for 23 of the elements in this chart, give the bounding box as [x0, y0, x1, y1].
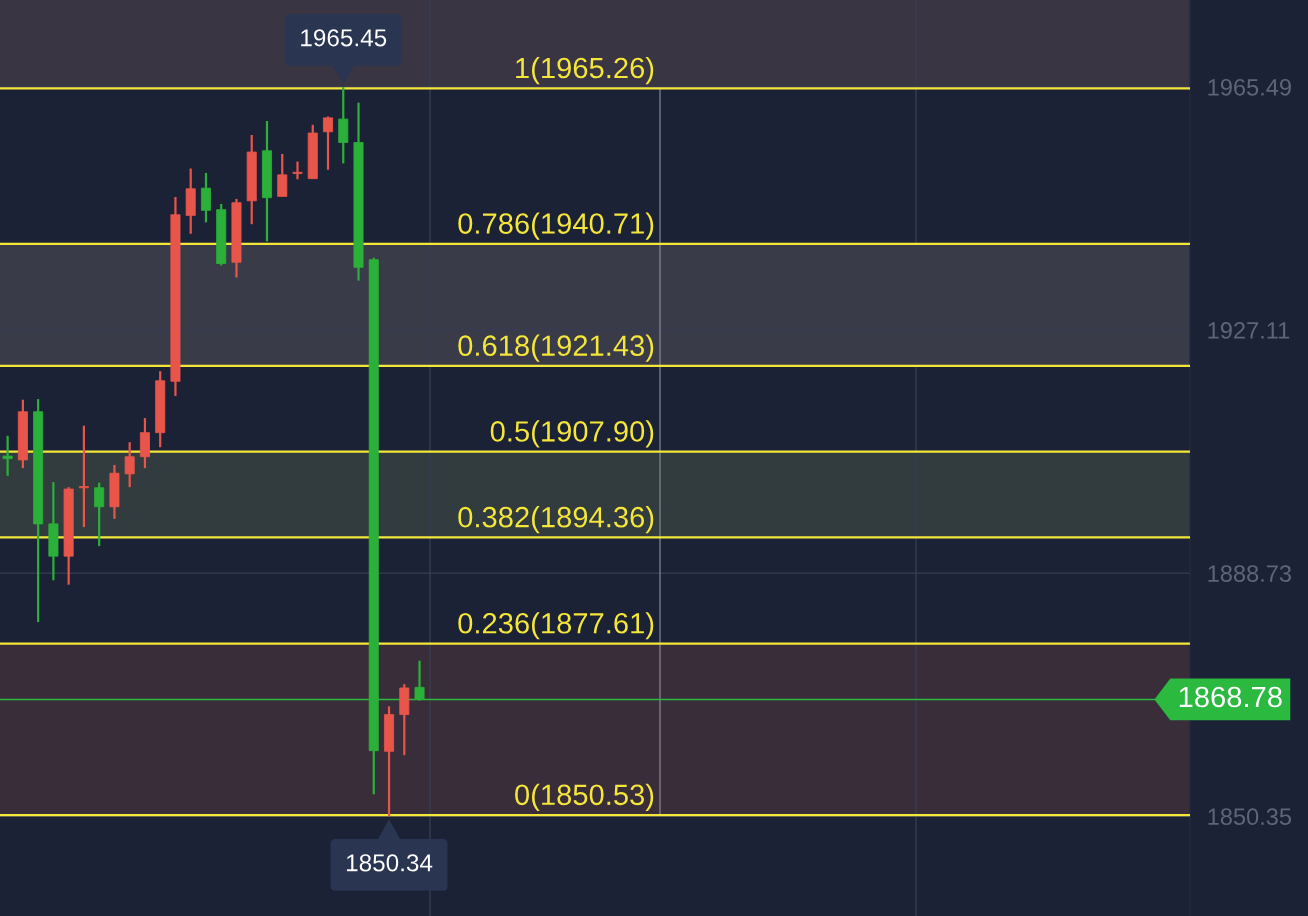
- annotation: 1965.45: [301, 29, 387, 47]
- ref-line-label: 1(1965.26): [516, 56, 654, 85]
- ref-line-label: 0(1850.53): [515, 783, 654, 811]
- ref-line-label: 0.382(1894.36): [458, 506, 654, 534]
- y-tick-label: 1888.73: [1208, 565, 1291, 582]
- candlestick: [338, 85, 349, 165]
- ref-line-label: 0.618(1921.43): [458, 334, 654, 362]
- candlestick: [277, 152, 288, 198]
- candlestick: [78, 424, 89, 529]
- y-tick-label: 1965.49: [1208, 78, 1291, 96]
- ref-line-label: 0.786(1940.71): [458, 212, 654, 240]
- candlestick: [94, 481, 105, 548]
- candlestick: [292, 160, 303, 181]
- ref-line-label: 0.236(1877.61): [458, 612, 654, 640]
- candlestick: [323, 115, 334, 171]
- ref-line-label: 1868.78: [1179, 686, 1282, 708]
- y-tick-label: 1927.11: [1208, 322, 1290, 339]
- candlestick: [2, 434, 13, 477]
- candlestick: [200, 171, 211, 224]
- candlestick: [124, 441, 135, 489]
- annotation: 1850.34: [346, 854, 433, 872]
- ref-line-label: 0.5(1907.90): [490, 420, 654, 448]
- y-tick-label: 1850.35: [1208, 808, 1292, 826]
